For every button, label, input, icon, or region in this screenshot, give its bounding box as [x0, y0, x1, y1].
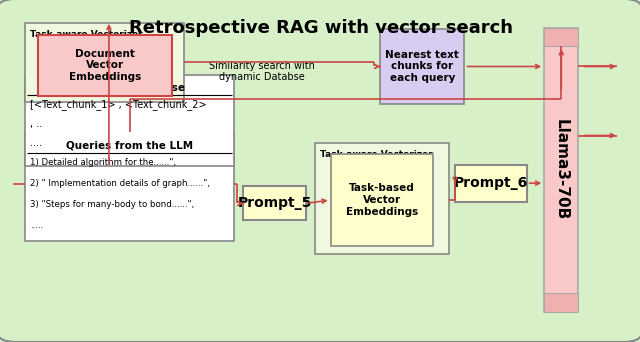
Text: Nearest text
chunks for
each query: Nearest text chunks for each query — [385, 50, 460, 83]
Text: Similarity search with
dynamic Databse: Similarity search with dynamic Databse — [209, 61, 315, 82]
FancyBboxPatch shape — [26, 132, 234, 240]
Text: Dynamic Database: Dynamic Database — [75, 83, 185, 93]
Text: Queries from the LLM: Queries from the LLM — [66, 141, 193, 151]
FancyBboxPatch shape — [331, 154, 433, 246]
Text: 1) Detailed algorithm for the......",: 1) Detailed algorithm for the......", — [31, 158, 177, 167]
Text: Document
Vector
Embeddings: Document Vector Embeddings — [68, 49, 141, 82]
Text: ....: .... — [31, 139, 42, 148]
Text: [<Text_chunk_1> , <Text_chunk_2>: [<Text_chunk_1> , <Text_chunk_2> — [31, 99, 207, 110]
Text: Task-aware Vectorizer: Task-aware Vectorizer — [31, 30, 143, 39]
FancyBboxPatch shape — [315, 143, 449, 254]
FancyBboxPatch shape — [544, 28, 579, 312]
Text: Llama3-70B: Llama3-70B — [554, 119, 569, 220]
Text: Task-based
Vector
Embeddings: Task-based Vector Embeddings — [346, 183, 418, 216]
Text: .....: ..... — [31, 221, 44, 229]
FancyBboxPatch shape — [38, 35, 172, 96]
Text: Prompt_5: Prompt_5 — [237, 196, 312, 210]
FancyBboxPatch shape — [544, 28, 579, 46]
Text: Task-aware Vectorizer: Task-aware Vectorizer — [320, 150, 433, 159]
FancyBboxPatch shape — [26, 23, 184, 102]
Text: , ..: , .. — [31, 119, 43, 129]
Text: Retrospective RAG with vector search: Retrospective RAG with vector search — [129, 19, 513, 37]
FancyBboxPatch shape — [455, 165, 527, 202]
FancyBboxPatch shape — [380, 29, 465, 104]
Text: 3) "Steps for many-body to bond......",: 3) "Steps for many-body to bond......", — [31, 200, 195, 209]
Text: 2) " Implementation details of graph......",: 2) " Implementation details of graph....… — [31, 179, 211, 188]
Text: Prompt_6: Prompt_6 — [454, 176, 528, 190]
FancyBboxPatch shape — [544, 293, 579, 312]
FancyBboxPatch shape — [243, 186, 306, 220]
FancyBboxPatch shape — [26, 75, 234, 166]
